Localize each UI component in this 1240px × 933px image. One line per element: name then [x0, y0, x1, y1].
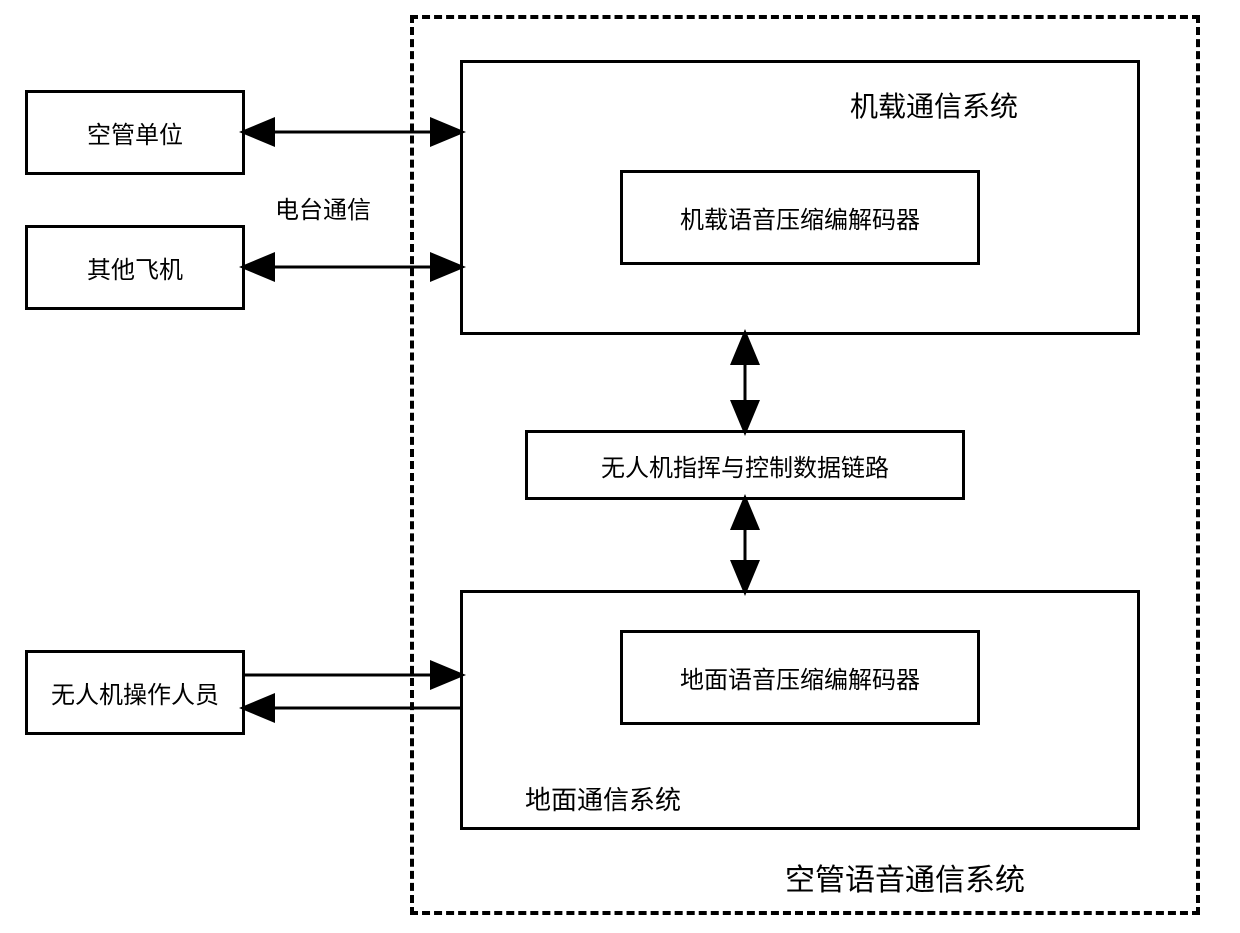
radio-comm-label: 电台通信	[275, 190, 371, 225]
datalink-box: 无人机指挥与控制数据链路	[525, 430, 965, 500]
datalink-label: 无人机指挥与控制数据链路	[601, 448, 889, 483]
atc-unit-box: 空管单位	[25, 90, 245, 175]
system-title: 空管语音通信系统	[785, 855, 1025, 899]
other-aircraft-box: 其他飞机	[25, 225, 245, 310]
system-title-text: 空管语音通信系统	[785, 864, 1025, 897]
airborne-system-title: 机载通信系统	[850, 85, 1018, 125]
uav-operator-label: 无人机操作人员	[51, 675, 219, 710]
ground-system-title-text: 地面通信系统	[525, 786, 681, 815]
atc-unit-label: 空管单位	[87, 115, 183, 150]
ground-codec-box: 地面语音压缩编解码器	[620, 630, 980, 725]
uav-operator-box: 无人机操作人员	[25, 650, 245, 735]
ground-codec-label: 地面语音压缩编解码器	[680, 660, 920, 695]
airborne-codec-label: 机载语音压缩编解码器	[680, 200, 920, 235]
airborne-codec-box: 机载语音压缩编解码器	[620, 170, 980, 265]
radio-comm-label-text: 电台通信	[275, 198, 371, 224]
other-aircraft-label: 其他飞机	[87, 250, 183, 285]
airborne-system-title-text: 机载通信系统	[850, 92, 1018, 123]
ground-system-title: 地面通信系统	[525, 780, 681, 817]
